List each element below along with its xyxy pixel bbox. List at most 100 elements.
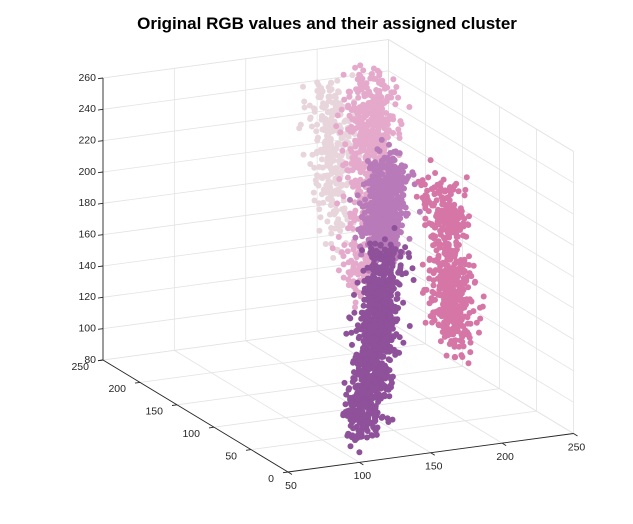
data-point [425, 174, 432, 181]
data-point [376, 91, 383, 98]
data-point [370, 424, 377, 431]
data-point [391, 225, 398, 231]
data-point [401, 185, 407, 192]
data-point [338, 106, 345, 113]
data-point [376, 203, 383, 210]
data-point [381, 391, 388, 398]
data-point [364, 379, 371, 386]
data-point [376, 78, 383, 85]
data-point [306, 102, 313, 109]
data-point [480, 293, 487, 300]
y-tick-mark [245, 449, 252, 451]
data-point [344, 167, 351, 174]
data-point [387, 313, 394, 320]
data-point [300, 151, 307, 158]
data-point [330, 208, 338, 215]
data-point [381, 307, 388, 314]
data-point [358, 375, 365, 382]
grid-line-y [250, 410, 537, 450]
data-point [443, 286, 450, 293]
data-point [457, 205, 464, 212]
data-point [436, 187, 443, 194]
data-point [362, 170, 369, 177]
data-point [380, 364, 387, 371]
data-point [388, 380, 395, 386]
data-point [466, 213, 472, 220]
data-point [353, 86, 360, 93]
y-tick-label: 250 [71, 361, 89, 373]
data-point [308, 123, 315, 130]
data-point [460, 223, 467, 230]
data-point [400, 339, 407, 346]
data-point [373, 431, 380, 438]
data-point [358, 79, 365, 87]
data-point [372, 240, 379, 247]
data-point [356, 262, 364, 270]
z-tick-label: 160 [78, 228, 96, 240]
data-point [438, 207, 445, 214]
data-point [352, 207, 359, 214]
data-point [376, 72, 383, 79]
data-point [433, 247, 440, 254]
data-point [371, 118, 378, 125]
data-point [350, 182, 357, 189]
data-point [328, 225, 335, 231]
data-point [357, 62, 364, 69]
data-point [358, 315, 365, 322]
data-point [424, 187, 431, 194]
data-point [396, 205, 403, 212]
data-point [372, 416, 379, 423]
data-point [445, 211, 452, 218]
data-point [372, 327, 378, 334]
data-point [431, 190, 438, 197]
y-tick-label: 100 [182, 428, 200, 440]
z-tick-label: 220 [78, 134, 96, 146]
data-point [402, 204, 409, 211]
z-tick-mark [97, 296, 104, 299]
data-point [372, 403, 379, 409]
data-point [368, 357, 375, 364]
data-point [451, 201, 458, 208]
data-point [387, 325, 394, 332]
data-point [369, 212, 377, 220]
data-point [361, 344, 368, 351]
data-point [445, 218, 452, 224]
data-point [402, 163, 408, 170]
point-clusters [296, 62, 487, 456]
data-point [402, 178, 409, 185]
y-tick-mark [171, 404, 178, 406]
data-point [337, 129, 344, 136]
data-point [378, 325, 384, 332]
data-point [434, 256, 441, 263]
data-point [388, 203, 395, 210]
data-point [446, 270, 453, 277]
data-point [372, 321, 379, 329]
data-point [380, 122, 387, 129]
data-point [451, 224, 458, 230]
data-point [352, 177, 359, 184]
data-point [356, 333, 363, 340]
data-point [336, 101, 344, 109]
data-point [342, 141, 349, 148]
data-point [473, 319, 480, 326]
data-point [430, 282, 437, 289]
data-point [340, 274, 347, 281]
data-point [361, 285, 368, 292]
data-point [335, 140, 342, 147]
data-point [366, 284, 373, 291]
data-point [460, 343, 467, 350]
data-point [386, 367, 393, 374]
grid-line-z [388, 195, 574, 309]
data-point [301, 98, 308, 105]
data-point [349, 225, 356, 232]
data-point [351, 217, 358, 224]
data-point [390, 76, 397, 83]
data-point [341, 96, 348, 103]
data-point [382, 189, 389, 197]
data-point [463, 174, 470, 181]
data-point [398, 174, 405, 181]
data-point [314, 172, 320, 179]
data-point [353, 410, 360, 417]
data-point [329, 99, 336, 106]
data-point [369, 432, 376, 439]
